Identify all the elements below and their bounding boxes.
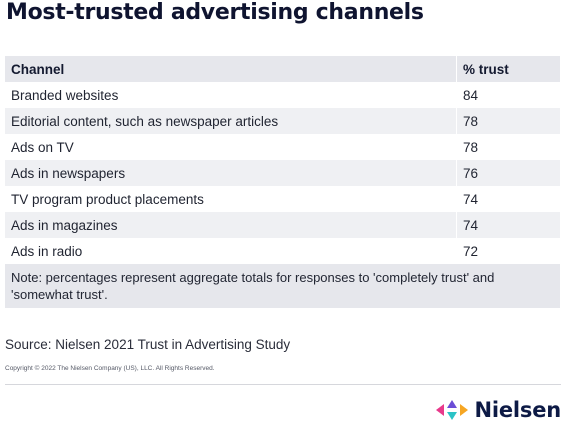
nielsen-logo: Nielsen	[436, 397, 561, 423]
source-text: Source: Nielsen 2021 Trust in Advertisin…	[5, 337, 291, 352]
channel-cell: Ads in radio	[5, 238, 457, 264]
column-header-trust: % trust	[456, 56, 560, 82]
page-title: Most-trusted advertising channels	[6, 0, 424, 25]
trust-cell: 78	[456, 108, 560, 134]
table-row: Ads in radio 72	[5, 238, 560, 264]
table-row: Ads on TV 78	[5, 134, 560, 160]
trust-table: Channel % trust Branded websites 84 Edit…	[5, 56, 560, 308]
nielsen-logo-icon	[436, 400, 469, 420]
copyright-text: Copyright © 2022 The Nielsen Company (US…	[5, 365, 215, 372]
logo-shape-bottom	[447, 412, 458, 420]
logo-shape-left	[436, 404, 445, 416]
channel-cell: TV program product placements	[5, 186, 457, 212]
logo-shape-right	[460, 404, 469, 416]
column-header-channel: Channel	[5, 56, 457, 82]
table-row: Editorial content, such as newspaper art…	[5, 108, 560, 134]
trust-cell: 74	[456, 186, 560, 212]
logo-shape-top	[447, 400, 458, 408]
trust-cell: 74	[456, 212, 560, 238]
channel-cell: Branded websites	[5, 82, 457, 108]
trust-cell: 78	[456, 134, 560, 160]
channel-cell: Ads on TV	[5, 134, 457, 160]
trust-cell: 76	[456, 160, 560, 186]
channel-cell: Editorial content, such as newspaper art…	[5, 108, 457, 134]
table-header-row: Channel % trust	[5, 56, 560, 82]
trust-cell: 72	[456, 238, 560, 264]
table-row: Ads in newspapers 76	[5, 160, 560, 186]
logo-wordmark: Nielsen	[474, 398, 561, 422]
trust-cell: 84	[456, 82, 560, 108]
table-row: TV program product placements 74	[5, 186, 560, 212]
channel-cell: Ads in newspapers	[5, 160, 457, 186]
table-row: Branded websites 84	[5, 82, 560, 108]
channel-cell: Ads in magazines	[5, 212, 457, 238]
table-row: Ads in magazines 74	[5, 212, 560, 238]
footer-divider	[5, 384, 561, 385]
table-note-row: Note: percentages represent aggregate to…	[5, 264, 560, 308]
table-note: Note: percentages represent aggregate to…	[5, 264, 560, 308]
